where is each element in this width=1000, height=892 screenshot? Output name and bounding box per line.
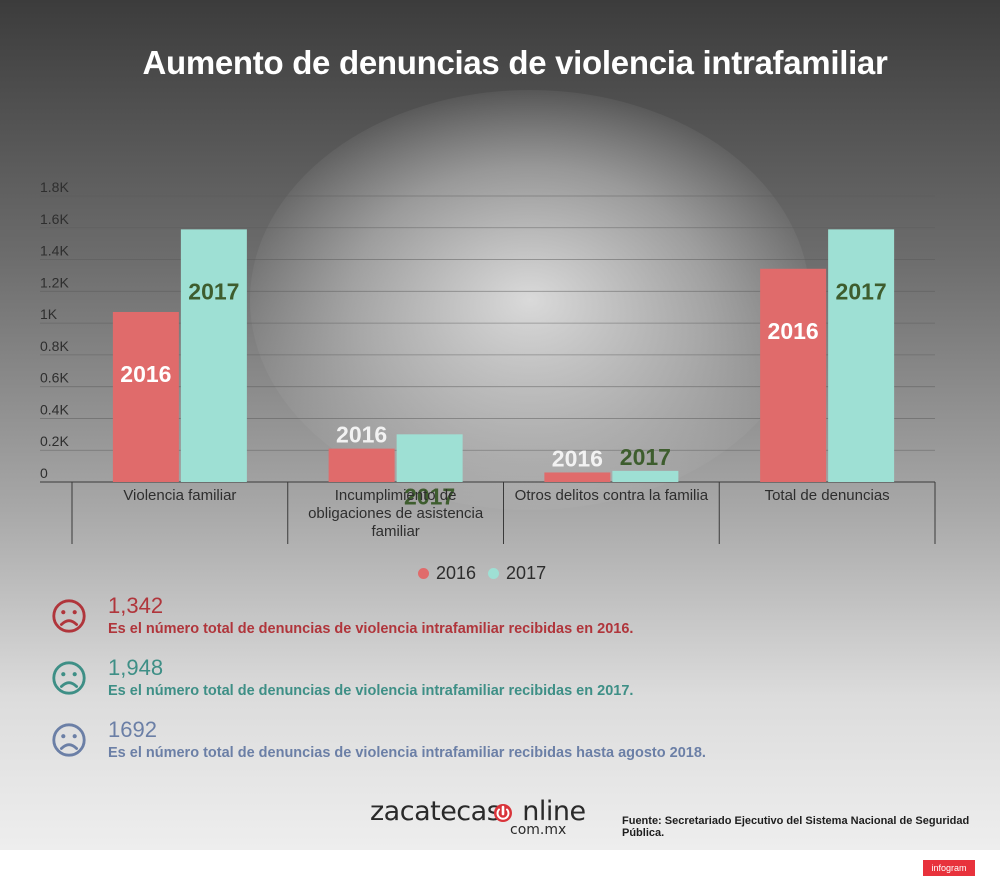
y-tick-label: 0.2K: [40, 433, 69, 449]
stat-description: Es el número total de denuncias de viole…: [108, 621, 634, 637]
y-tick-label: 1.4K: [40, 243, 69, 259]
bar-label-2017: 2017: [188, 278, 239, 304]
bar-label-2017: 2017: [620, 444, 671, 470]
legend-dot-2017: [488, 568, 500, 579]
legend-item-2017[interactable]: 2017: [488, 563, 546, 584]
bar-2016: [328, 448, 395, 482]
x-category-label: Incumplimiento de: [335, 487, 457, 504]
y-tick-label: 0: [40, 465, 48, 481]
x-category-label: Violencia familiar: [123, 487, 236, 504]
x-category-label: Total de denuncias: [765, 487, 890, 504]
y-tick-label: 1.2K: [40, 274, 69, 290]
legend-label-2016: 2016: [436, 563, 477, 583]
sad-face-icon: [52, 599, 86, 633]
bar-2016: [112, 311, 179, 482]
legend-dot-2016: [418, 568, 429, 579]
logo-main-text: zacatecas: [370, 796, 501, 827]
bar-2016: [760, 268, 827, 482]
x-category-label: Otros delitos contra la familia: [515, 487, 709, 504]
bar-label-2017: 2017: [404, 483, 455, 509]
logo-accent-text: nline: [522, 796, 586, 827]
sad-face-icon: [52, 723, 86, 757]
y-tick-label: 1K: [40, 306, 58, 322]
infogram-badge[interactable]: infogram: [923, 860, 975, 876]
bar-chart: 0 0.2K 0.4K 0.6K 0.8K 1K 1.2K 1.4K 1.6K 1.8K 2016 2…: [40, 179, 936, 544]
source-note: Fuente: Secretariado Ejecutivo del Siste…: [622, 815, 970, 839]
bar-label-2016: 2016: [552, 445, 603, 471]
logo-domain: com.mx: [510, 822, 567, 838]
infographic-canvas: Aumento de denuncias de violencia intraf…: [0, 0, 1000, 850]
power-icon: [494, 804, 512, 822]
y-tick-label: 1.6K: [40, 211, 69, 227]
sad-face-icon: [52, 661, 86, 695]
bar-label-2016: 2016: [336, 422, 387, 448]
bar-label-2016: 2016: [120, 361, 171, 387]
bar-2017: [612, 470, 679, 482]
bar-2017: [396, 434, 463, 482]
stat-value: 1692: [108, 717, 157, 742]
y-tick-label: 1.8K: [40, 179, 69, 195]
legend-item-2016[interactable]: 2016: [418, 563, 476, 584]
bar-2016: [544, 472, 611, 482]
stat-value: 1,342: [108, 593, 164, 618]
bar-label-2017: 2017: [836, 278, 887, 304]
zacatecas-online-logo[interactable]: zacatecas nline: [370, 796, 586, 827]
bar-2017: [180, 229, 247, 482]
x-category-label: familiar: [371, 523, 419, 540]
bar-label-2016: 2016: [768, 318, 819, 344]
legend-label-2017: 2017: [506, 563, 547, 583]
y-tick-label: 0.4K: [40, 401, 69, 417]
chart-legend: 2016 2017: [418, 563, 558, 584]
y-tick-label: 0.6K: [40, 370, 69, 386]
stat-description: Es el número total de denuncias de viole…: [108, 745, 706, 761]
stat-value: 1,948: [108, 655, 164, 680]
bar-2017: [828, 229, 895, 482]
chart-title: Aumento de denuncias de violencia intraf…: [142, 44, 888, 81]
stat-description: Es el número total de denuncias de viole…: [108, 683, 634, 699]
x-category-label: obligaciones de asistencia: [308, 505, 484, 522]
y-tick-label: 0.8K: [40, 338, 69, 354]
background-photo-glow: [250, 90, 810, 510]
